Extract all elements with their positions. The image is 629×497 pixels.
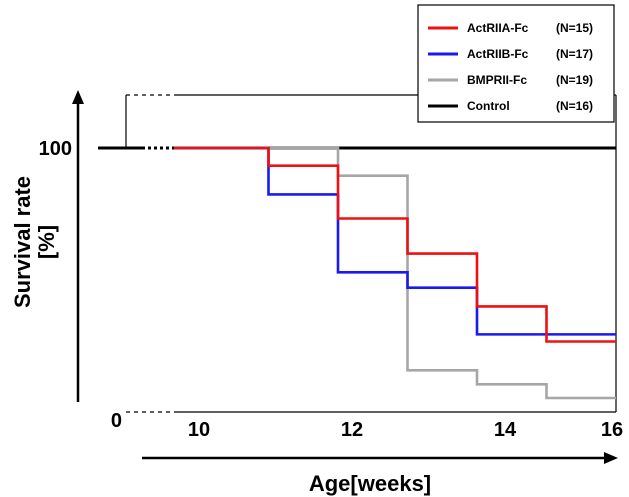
x-tick-label-14: 14: [494, 419, 517, 441]
legend-label-bmprii-fc: BMPRII-Fc: [467, 73, 527, 87]
series-layer: [174, 146, 616, 400]
series-line-actriia-fc: [174, 146, 616, 343]
legend: ActRIIA-Fc (N=15) ActRIIB-Fc (N=17) BMPRII-F…: [417, 4, 615, 123]
series-line-actriib-fc: [174, 146, 616, 336]
legend-box: [417, 4, 615, 123]
x-tick-label-16: 16: [601, 419, 623, 441]
legend-n-actriia-fc: (N=15): [556, 21, 593, 35]
legend-label-actriib-fc: ActRIIB-Fc: [467, 47, 529, 61]
legend-label-control: Control: [467, 99, 510, 113]
x-tick-label-10: 10: [188, 419, 210, 441]
y-axis-title-line1: Survival rate: [10, 176, 35, 308]
legend-n-control: (N=16): [556, 99, 593, 113]
legend-n-bmprii-fc: (N=19): [556, 73, 593, 87]
x-tick-label-12: 12: [341, 419, 363, 441]
y-tick-label-100: 100: [39, 138, 72, 160]
legend-label-actriia-fc: ActRIIA-Fc: [467, 21, 529, 35]
legend-n-actriib-fc: (N=17): [556, 47, 593, 61]
y-axis-title-line2: [%]: [34, 225, 59, 259]
x-axis-title: Age[weeks]: [309, 471, 431, 496]
series-line-bmprii-fc: [174, 146, 616, 400]
y-axis-arrow-head: [72, 90, 84, 104]
x-axis-arrow-head: [604, 452, 618, 464]
y-tick-label-0: 0: [111, 410, 122, 432]
plot-frame: [98, 94, 617, 413]
